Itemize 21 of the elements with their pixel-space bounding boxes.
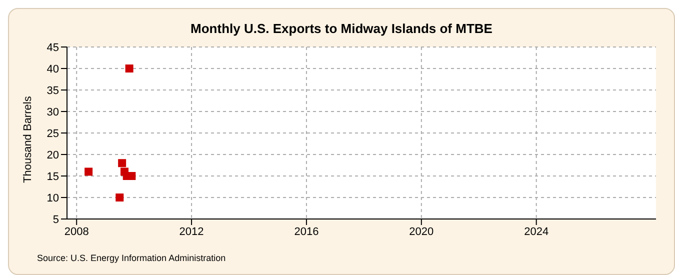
y-tick-label: 20 <box>46 149 59 162</box>
y-axis-title: Thousand Barrels <box>22 96 34 183</box>
chart-title: Monthly U.S. Exports to Midway Islands of MTBE <box>190 20 494 38</box>
source-note: Source: U.S. Energy Information Administration <box>37 253 226 263</box>
y-tick-label: 35 <box>46 84 59 97</box>
x-tick-label: 2020 <box>409 226 434 238</box>
point <box>84 168 93 176</box>
y-tick-label: 15 <box>46 170 59 183</box>
x-tick-label: 2024 <box>524 226 549 238</box>
y-tick-label: 40 <box>46 63 59 76</box>
y-tick-label: 25 <box>46 128 59 140</box>
x-tick-label: 2012 <box>179 226 204 238</box>
x-tick-label: 2016 <box>294 226 319 238</box>
y-tick-label: 45 <box>46 42 59 54</box>
x-tick-label: 2008 <box>64 226 89 238</box>
point <box>125 64 134 72</box>
y-tick-label: 30 <box>46 106 59 118</box>
y-tick-label: 5 <box>52 214 59 226</box>
point <box>118 159 126 168</box>
y-tick-label: 10 <box>46 192 59 204</box>
point <box>116 194 124 202</box>
